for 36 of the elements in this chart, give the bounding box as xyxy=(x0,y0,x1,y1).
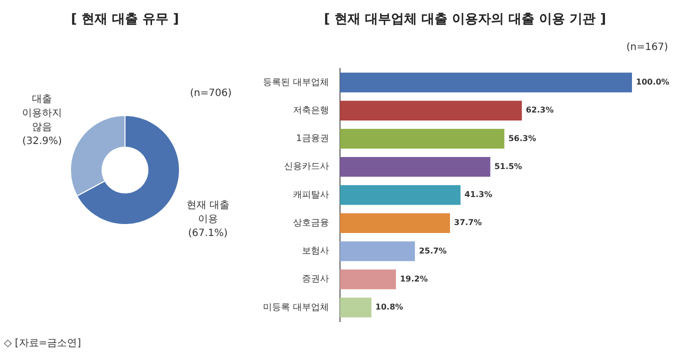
y-tick-label: 보험사 xyxy=(302,246,329,257)
data-label: 51.5% xyxy=(494,162,522,171)
bar xyxy=(340,241,415,262)
data-label: (32.9%) xyxy=(22,136,62,148)
data-label: 62.3% xyxy=(526,106,554,115)
bar xyxy=(340,100,522,120)
bar xyxy=(340,270,396,290)
bar xyxy=(340,185,461,205)
y-tick-label: 증권사 xyxy=(302,274,329,285)
y-tick-label: 캐피탈사 xyxy=(292,190,329,200)
bar xyxy=(340,298,372,318)
text: (n=706) xyxy=(190,88,232,99)
data-label: 37.7% xyxy=(454,218,482,228)
data-label: (67.1%) xyxy=(188,228,228,239)
data-label: 41.3% xyxy=(464,190,492,200)
y-tick-label: 등록된 대부업체 xyxy=(262,78,329,88)
slice-label: 대출 이용하지 않음 xyxy=(22,94,62,134)
y-tick-label: 미등록 대부업체 xyxy=(262,302,329,313)
y-tick-label: 1금융권 xyxy=(296,134,329,144)
bar xyxy=(340,128,504,149)
y-tick-label: 상호금융 xyxy=(292,218,329,228)
y-tick-label: 신용카드사 xyxy=(284,162,329,172)
data-label: 56.3% xyxy=(508,134,536,143)
bar xyxy=(340,213,450,233)
bar xyxy=(340,157,490,177)
data-label: 19.2% xyxy=(400,274,428,284)
text: ◇ [자료=금소연] xyxy=(4,337,82,350)
bar xyxy=(340,72,632,92)
text: (n=167) xyxy=(626,42,668,53)
chart-title: [ 현재 대부업체 대출 이용자의 대출 이용 기관 ] xyxy=(322,11,608,28)
data-label: 10.8% xyxy=(375,302,404,312)
chart-title: [ 현재 대출 유무 ] xyxy=(70,11,180,28)
slice-label: 현재 대출 이용 xyxy=(186,200,230,225)
y-tick-label: 저축은행 xyxy=(292,106,329,116)
data-label: 100.0% xyxy=(636,78,670,87)
data-label: 25.7% xyxy=(418,246,447,256)
